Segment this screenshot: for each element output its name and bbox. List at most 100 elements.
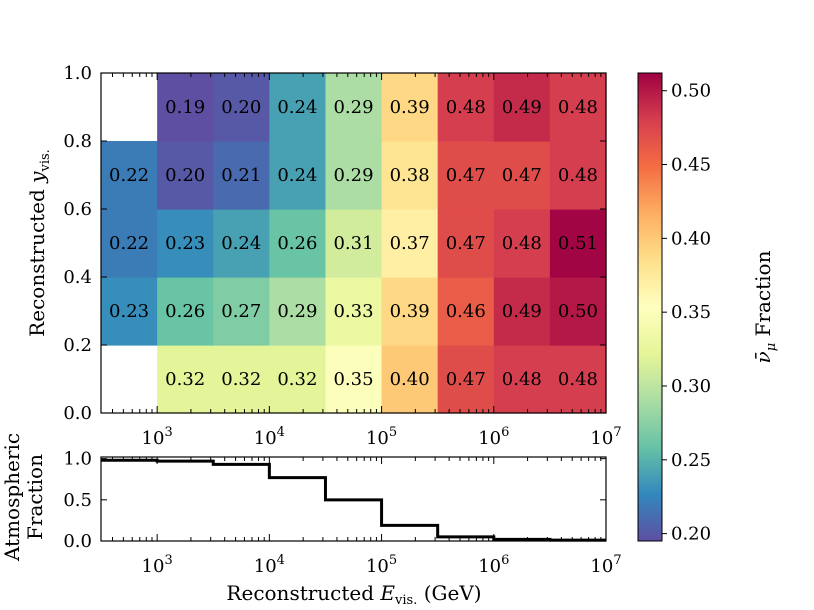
x-tick-label: 104 bbox=[254, 425, 285, 449]
y-tick-label: 0.8 bbox=[63, 131, 92, 152]
heatmap-cell bbox=[549, 277, 607, 346]
heatmap-cell-label: 0.21 bbox=[221, 165, 261, 186]
heatmap-cell-label: 0.24 bbox=[221, 233, 261, 254]
heatmap-y-ticks: 0.0 0.2 0.4 0.6 0.8 1.0 bbox=[63, 63, 606, 424]
heatmap-cell bbox=[381, 141, 439, 210]
atmospheric-y-ticks: 0.0 0.5 1.0 bbox=[63, 449, 606, 552]
atmospheric-y-axis-label-line2: Fraction bbox=[23, 454, 47, 540]
heatmap-cell bbox=[269, 141, 327, 210]
heatmap-cell bbox=[213, 345, 270, 414]
x-tick-label: 105 bbox=[366, 553, 397, 577]
heatmap-cell-label: 0.39 bbox=[390, 301, 430, 322]
heatmap-cell-label: 0.32 bbox=[221, 369, 261, 390]
heatmap-cell-label: 0.47 bbox=[446, 165, 486, 186]
atmospheric-y-tick-label: 0.0 bbox=[63, 531, 92, 552]
x-tick-label: 105 bbox=[366, 425, 397, 449]
heatmap-cell-label: 0.24 bbox=[277, 97, 317, 118]
colorbar-tick-label: 0.20 bbox=[671, 524, 711, 545]
heatmap-x-ticks: 103 104 105 106 107 bbox=[111, 73, 622, 449]
heatmap-cell bbox=[493, 209, 551, 278]
heatmap-cell bbox=[549, 345, 607, 414]
heatmap-cell bbox=[101, 141, 158, 210]
heatmap-cell-label: 0.20 bbox=[221, 97, 261, 118]
heatmap-cell bbox=[325, 141, 383, 210]
heatmap-cell bbox=[269, 345, 327, 414]
x-tick-label: 106 bbox=[478, 425, 509, 449]
heatmap-cell-label: 0.48 bbox=[558, 97, 598, 118]
heatmap-cell bbox=[381, 209, 439, 278]
y-tick-label: 0.4 bbox=[63, 267, 92, 288]
atmospheric-frame bbox=[100, 456, 607, 542]
x-tick-label: 107 bbox=[590, 553, 621, 577]
heatmap-cell-label: 0.47 bbox=[446, 233, 486, 254]
atmospheric-y-tick-label: 1.0 bbox=[63, 449, 92, 470]
heatmap-cell-label: 0.32 bbox=[165, 369, 205, 390]
heatmap-cell bbox=[437, 209, 495, 278]
heatmap-cell-label: 0.51 bbox=[558, 233, 598, 254]
heatmap-cell-label: 0.38 bbox=[390, 165, 430, 186]
heatmap-cell-labels: 0.32 0.32 0.32 0.35 0.40 0.47 0.48 0.48 0.23 0.26… bbox=[109, 97, 598, 390]
heatmap-cell-label: 0.29 bbox=[333, 97, 373, 118]
heatmap-cell bbox=[549, 141, 607, 210]
atmospheric-y-tick-label: 0.5 bbox=[63, 490, 92, 511]
x-tick-label: 107 bbox=[590, 425, 621, 449]
heatmap-cell bbox=[101, 277, 158, 346]
x-tick-label: 104 bbox=[254, 553, 285, 577]
colorbar-tick-label: 0.50 bbox=[671, 81, 711, 102]
heatmap-cell-label: 0.39 bbox=[390, 97, 430, 118]
heatmap-cell-label: 0.22 bbox=[109, 233, 149, 254]
heatmap-cell-label: 0.49 bbox=[502, 97, 542, 118]
heatmap-cell-label: 0.48 bbox=[558, 369, 598, 390]
heatmap-cell-label: 0.27 bbox=[221, 301, 261, 322]
heatmap-cell-label: 0.46 bbox=[446, 301, 486, 322]
heatmap-y-axis-label: Reconstructed yvis. bbox=[25, 149, 53, 337]
x-tick-label: 103 bbox=[142, 553, 173, 577]
heatmap-cell bbox=[325, 209, 383, 278]
heatmap-cell-label: 0.26 bbox=[277, 233, 317, 254]
heatmap-cell-label: 0.23 bbox=[165, 233, 205, 254]
heatmap-cell bbox=[325, 73, 383, 142]
heatmap-cell-label: 0.26 bbox=[165, 301, 205, 322]
heatmap-cells bbox=[101, 73, 607, 414]
heatmap-cell bbox=[549, 73, 607, 142]
heatmap-cell-label: 0.24 bbox=[277, 165, 317, 186]
y-tick-label: 0.2 bbox=[63, 335, 92, 356]
heatmap-cell-label: 0.48 bbox=[446, 97, 486, 118]
heatmap-cell bbox=[213, 209, 270, 278]
colorbar-tick-label: 0.25 bbox=[671, 450, 711, 471]
heatmap-cell bbox=[437, 73, 495, 142]
heatmap-cell bbox=[437, 345, 495, 414]
colorbar-tick-label: 0.30 bbox=[671, 376, 711, 397]
heatmap-cell bbox=[325, 345, 383, 414]
heatmap-cell bbox=[549, 209, 607, 278]
heatmap-cell bbox=[269, 277, 327, 346]
heatmap-cell-label: 0.22 bbox=[109, 165, 149, 186]
atmospheric-x-axis-label: Reconstructed Evis. (GeV) bbox=[226, 581, 481, 608]
colorbar bbox=[637, 72, 663, 542]
heatmap-cell-label: 0.47 bbox=[446, 369, 486, 390]
heatmap-cell-label: 0.49 bbox=[502, 301, 542, 322]
heatmap-frame bbox=[100, 72, 607, 414]
y-tick-label: 0.6 bbox=[63, 199, 92, 220]
heatmap-cell bbox=[269, 73, 327, 142]
x-tick-label: 106 bbox=[478, 553, 509, 577]
heatmap-cell bbox=[157, 141, 214, 210]
colorbar-label: ν̄μ Fraction bbox=[751, 250, 779, 363]
heatmap-cell bbox=[213, 277, 270, 346]
heatmap-cell bbox=[157, 209, 214, 278]
heatmap-cell bbox=[325, 277, 383, 346]
heatmap-cell bbox=[493, 141, 551, 210]
heatmap-cell-label: 0.33 bbox=[333, 301, 373, 322]
heatmap-cell-label: 0.47 bbox=[502, 165, 542, 186]
heatmap-cell bbox=[493, 277, 551, 346]
heatmap-cell-label: 0.48 bbox=[502, 369, 542, 390]
heatmap-cell-label: 0.23 bbox=[109, 301, 149, 322]
heatmap-cell bbox=[381, 277, 439, 346]
heatmap-cell-label: 0.48 bbox=[502, 233, 542, 254]
heatmap-cell-label: 0.48 bbox=[558, 165, 598, 186]
heatmap-cell-label: 0.32 bbox=[277, 369, 317, 390]
heatmap-cell-label: 0.20 bbox=[165, 165, 205, 186]
heatmap-cell bbox=[213, 141, 270, 210]
heatmap-cell-label: 0.29 bbox=[333, 165, 373, 186]
heatmap-cell-label: 0.37 bbox=[390, 233, 430, 254]
